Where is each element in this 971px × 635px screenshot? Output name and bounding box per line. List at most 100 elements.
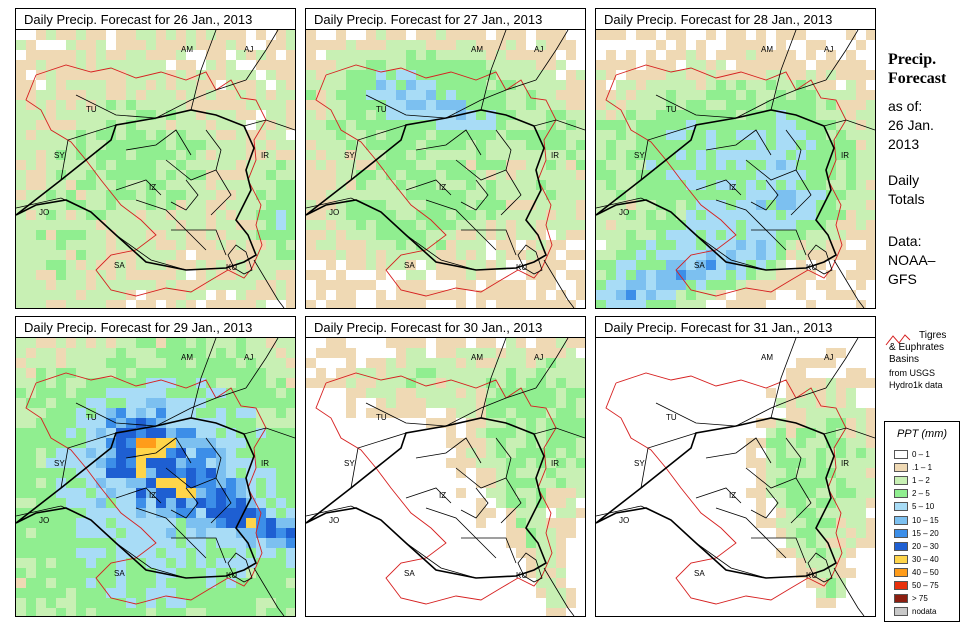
precip-cell — [56, 70, 66, 80]
precip-cell — [566, 200, 576, 210]
precip-cell — [196, 468, 206, 478]
precip-cell — [16, 468, 26, 478]
precip-cell — [796, 290, 806, 300]
precip-cell — [326, 150, 336, 160]
precip-cell — [816, 448, 826, 458]
precip-cell — [136, 468, 146, 478]
precip-cell — [46, 260, 56, 270]
precip-cell — [766, 160, 776, 170]
admin-border — [170, 487, 199, 519]
precip-cell — [316, 240, 326, 250]
precip-cell — [826, 478, 836, 488]
precip-cell — [76, 290, 86, 300]
precip-cell — [346, 388, 356, 398]
precip-cell — [766, 280, 776, 290]
precip-cell — [116, 608, 126, 616]
precip-cell — [806, 40, 816, 50]
precip-cell — [346, 408, 356, 418]
panel-26-jan: Daily Precip. Forecast for 26 Jan., 2013… — [15, 8, 296, 309]
precip-cell — [576, 140, 585, 150]
precip-cell — [866, 210, 875, 220]
precip-cell — [426, 70, 436, 80]
precip-cell — [106, 578, 116, 588]
sidebar-title: Precip. Forecast — [888, 50, 946, 88]
precip-cell — [636, 230, 646, 240]
precip-cell — [796, 418, 806, 428]
precip-cell — [276, 150, 286, 160]
precip-cell — [776, 230, 786, 240]
precip-cell — [846, 568, 856, 578]
precip-cell — [646, 190, 656, 200]
precip-cell — [416, 358, 426, 368]
precip-cell — [346, 348, 356, 358]
precip-cell — [626, 180, 636, 190]
precip-cell — [166, 478, 176, 488]
precip-cell — [806, 120, 816, 130]
precip-cell — [866, 498, 875, 508]
precip-cell — [226, 468, 236, 478]
precip-cell — [26, 448, 36, 458]
precip-cell — [606, 260, 616, 270]
precip-cell — [786, 250, 796, 260]
precip-cell — [616, 230, 626, 240]
precip-cell — [56, 498, 66, 508]
precip-cell — [306, 80, 316, 90]
precip-cell — [376, 290, 386, 300]
precip-cell — [256, 388, 266, 398]
precip-cell — [246, 428, 256, 438]
precip-cell — [226, 508, 236, 518]
precip-cell — [496, 230, 506, 240]
precip-cell — [846, 498, 856, 508]
precip-cell — [226, 130, 236, 140]
precip-cell — [276, 348, 286, 358]
precip-cell — [686, 220, 696, 230]
legend-label: 2 – 5 — [912, 489, 930, 499]
precip-cell — [796, 190, 806, 200]
precip-cell — [236, 468, 246, 478]
precip-cell — [16, 200, 26, 210]
precip-cell — [756, 190, 766, 200]
precip-cell — [206, 220, 216, 230]
precip-cell — [266, 170, 276, 180]
precip-cell — [816, 518, 826, 528]
precip-cell — [246, 468, 256, 478]
precip-cell — [676, 280, 686, 290]
precip-cell — [56, 358, 66, 368]
precip-cell — [646, 230, 656, 240]
precip-cell — [186, 130, 196, 140]
precip-cell — [106, 598, 116, 608]
precip-cell — [416, 220, 426, 230]
precip-cell — [286, 80, 295, 90]
precip-cell — [546, 300, 556, 308]
precip-cell — [496, 130, 506, 140]
precip-cell — [866, 378, 875, 388]
precip-cell — [86, 200, 96, 210]
precip-cell — [116, 150, 126, 160]
precip-cell — [376, 140, 386, 150]
precip-cell — [336, 338, 346, 348]
precip-cell — [196, 110, 206, 120]
precip-cell — [16, 388, 26, 398]
precip-cell — [686, 290, 696, 300]
precip-cell — [516, 378, 526, 388]
precip-cell — [86, 110, 96, 120]
precip-cell — [476, 388, 486, 398]
precip-cell — [656, 190, 666, 200]
precip-cell — [506, 240, 516, 250]
precip-cell — [86, 260, 96, 270]
precip-cell — [66, 458, 76, 468]
precip-cell — [566, 528, 576, 538]
country-label: JO — [329, 208, 339, 217]
precip-cell — [556, 588, 566, 598]
precip-cell — [246, 338, 256, 348]
precip-cell — [816, 438, 826, 448]
precip-cell — [106, 290, 116, 300]
precip-cell — [396, 110, 406, 120]
precip-cell — [526, 548, 536, 558]
precip-cell — [506, 110, 516, 120]
precip-cell — [816, 260, 826, 270]
precip-cell — [386, 220, 396, 230]
precip-cell — [156, 60, 166, 70]
precip-cell — [126, 110, 136, 120]
precip-cell — [216, 568, 226, 578]
